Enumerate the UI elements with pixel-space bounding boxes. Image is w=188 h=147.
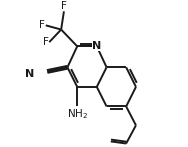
Text: NH$_2$: NH$_2$: [67, 107, 89, 121]
Text: N: N: [92, 41, 101, 51]
Text: F: F: [39, 20, 45, 30]
Text: N: N: [25, 69, 35, 79]
Text: F: F: [43, 37, 49, 47]
Text: F: F: [61, 1, 67, 11]
